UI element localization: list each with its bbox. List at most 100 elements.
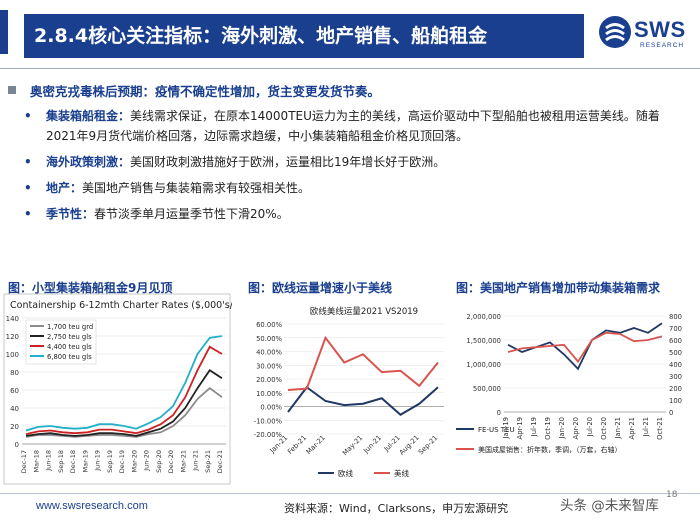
x-tick-label: Dec-19: [118, 450, 126, 473]
x-tick-label: Apr-20: [572, 417, 580, 439]
x-tick-label: Jul-20: [586, 417, 594, 437]
footer-divider: [0, 493, 700, 494]
bullet-label: 海外政策刺激：: [46, 155, 131, 169]
x-tick-label: Jan-19: [502, 417, 510, 440]
y-tick-label: -10.00%: [254, 417, 283, 425]
x-tick-label: Oct-19: [544, 417, 552, 440]
slide-header: 2.8.4核心关注指标：海外刺激、地产销售、船舶租金 SWS RESEARCH: [0, 0, 700, 62]
main-content: 奥密克戎毒株后预期：疫情不确定性增加，货主变更发货节奏。 集装箱船租金：美线需求…: [8, 80, 688, 224]
legend-label: 1,700 teu grd: [47, 323, 93, 331]
x-tick-label: Dec-18: [69, 450, 77, 473]
charter-rates-chart: Containership 6-12mth Charter Rates ($,0…: [3, 293, 232, 485]
y-tick-label: 20: [10, 423, 19, 431]
bullet-item: 集装箱船租金：美线需求保证，在原本14000TEU运力为主的美线，高运价驱动中下…: [24, 106, 688, 146]
page-number: 18: [666, 490, 678, 500]
sws-logo-icon: [599, 16, 631, 48]
bullet-text: 美国地产销售与集装箱需求有较强相关性。: [82, 181, 311, 195]
y-tick-label: 500,000: [473, 385, 501, 393]
y-tick-label: 1,000,000: [466, 361, 501, 369]
eu-us-volume-chart: 欧线美线运量2021 VS2019 -20.00% -10.00% 0.00% 10.0…: [254, 306, 444, 478]
x-tick-label: Dec-20: [167, 450, 175, 473]
series-line: [25, 387, 223, 438]
y2-tick-label: 800: [669, 313, 682, 321]
y-tick-label: 120: [6, 333, 19, 341]
header-accent-bar: [0, 10, 8, 54]
legend-label: FE-US TEU: [478, 426, 515, 434]
x-tick-label: Mar-19: [81, 450, 89, 472]
x-tick-label: Dec-17: [20, 450, 28, 473]
y-tick-label: 100: [6, 351, 19, 359]
logo-text: SWS: [634, 17, 686, 42]
x-tick-label: Oct-21: [656, 417, 664, 440]
y-tick-label: 30.00%: [256, 362, 282, 370]
y2-tick-label: 200: [669, 385, 682, 393]
header-divider: [0, 68, 700, 69]
x-tick-label: Mar-20: [130, 450, 138, 472]
bullet-label: 地产：: [46, 181, 83, 195]
x-tick-label: Jun-21: [192, 450, 200, 472]
x-tick-label: Dec-21: [216, 450, 224, 473]
y-tick-label: 0.00%: [260, 404, 282, 412]
y2-tick-label: 600: [669, 337, 682, 345]
x-tick-label: Jun-18: [45, 450, 53, 472]
y-tick-label: 0: [497, 409, 501, 417]
y2-tick-label: 0: [669, 409, 673, 417]
bullet-text: 春节淡季单月运量季节性下滑20%。: [94, 207, 289, 221]
legend-label: 4,400 teu gls: [47, 343, 92, 351]
x-tick-label: Jun-19: [94, 450, 102, 472]
chart1-caption: 图：小型集装箱船租金9月见顶: [8, 281, 173, 295]
x-tick-label: Jan-21: [614, 417, 622, 440]
y-tick-label: 0: [15, 441, 19, 449]
y-tick-label: 60: [10, 387, 19, 395]
x-tick-label: Sep-21: [204, 450, 212, 473]
x-tick-label: Jun-21: [361, 434, 383, 456]
x-tick-label: May-21: [341, 434, 364, 457]
square-bullet-icon: [8, 86, 16, 94]
watermark: 头条 @未来智库: [560, 498, 659, 514]
series-line: [25, 345, 223, 435]
logo-subtext: RESEARCH: [640, 42, 685, 49]
x-tick-label: Sep-20: [155, 450, 163, 473]
legend-label: 2,750 teu gls: [47, 333, 92, 341]
series-line: [25, 368, 223, 437]
x-tick-label: Jul-21: [642, 417, 650, 437]
series-line: [287, 335, 439, 391]
sws-logo: SWS RESEARCH: [598, 15, 694, 55]
y2-tick-label: 300: [669, 373, 682, 381]
bullet-item: 海外政策刺激：美国财政刺激措施好于欧洲，运量相比19年增长好于欧洲。: [24, 152, 688, 172]
us-housing-teu-chart: 0 500,000 1,000,000 1,500,000 2,000,000 0 100 2…: [456, 313, 682, 454]
chart-title: Containership 6-12mth Charter Rates ($,0…: [10, 300, 232, 311]
x-tick-label: Apr-21: [628, 417, 636, 439]
y2-tick-label: 100: [669, 397, 682, 405]
x-tick-label: Mar-21: [305, 434, 327, 456]
legend-label: 欧线: [338, 468, 353, 478]
x-tick-label: Aug-21: [398, 434, 421, 457]
x-tick-label: Jan-20: [558, 417, 566, 440]
bullet-item: 地产：美国地产销售与集装箱需求有较强相关性。: [24, 178, 688, 198]
y-tick-label: 140: [6, 315, 19, 323]
x-tick-label: Jul-19: [530, 417, 538, 437]
y-tick-label: 40.00%: [256, 349, 282, 357]
series-line: [507, 322, 663, 371]
x-tick-label: Sep-19: [106, 450, 114, 473]
y-tick-label: 1,500,000: [466, 337, 501, 345]
y-tick-label: -20.00%: [254, 431, 283, 439]
x-tick-label: Jun-20: [143, 450, 151, 472]
y-tick-label: 80: [10, 369, 19, 377]
slide-title: 2.8.4核心关注指标：海外刺激、地产销售、船舶租金: [24, 14, 584, 58]
bullet-item: 季节性：春节淡季单月运量季节性下滑20%。: [24, 204, 688, 224]
y2-tick-label: 400: [669, 361, 682, 369]
bullet-label: 集装箱船租金：: [46, 109, 131, 123]
y2-tick-label: 500: [669, 349, 682, 357]
bullet-text: 美国财政刺激措施好于欧洲，运量相比19年增长好于欧洲。: [130, 155, 446, 169]
y-tick-label: 50.00%: [256, 335, 282, 343]
series-line: [287, 385, 439, 416]
chart2-caption: 图：欧线运量增速小于美线: [248, 281, 393, 295]
series-line: [507, 331, 663, 364]
y-tick-label: 20.00%: [256, 376, 282, 384]
footer-source: 资料来源：Wind，Clarksons，申万宏源研究: [284, 502, 509, 515]
bullet-label: 季节性：: [46, 207, 95, 221]
y-tick-label: 60.00%: [256, 321, 282, 329]
x-tick-label: Mar-21: [179, 450, 187, 472]
y-tick-label: 40: [10, 405, 19, 413]
